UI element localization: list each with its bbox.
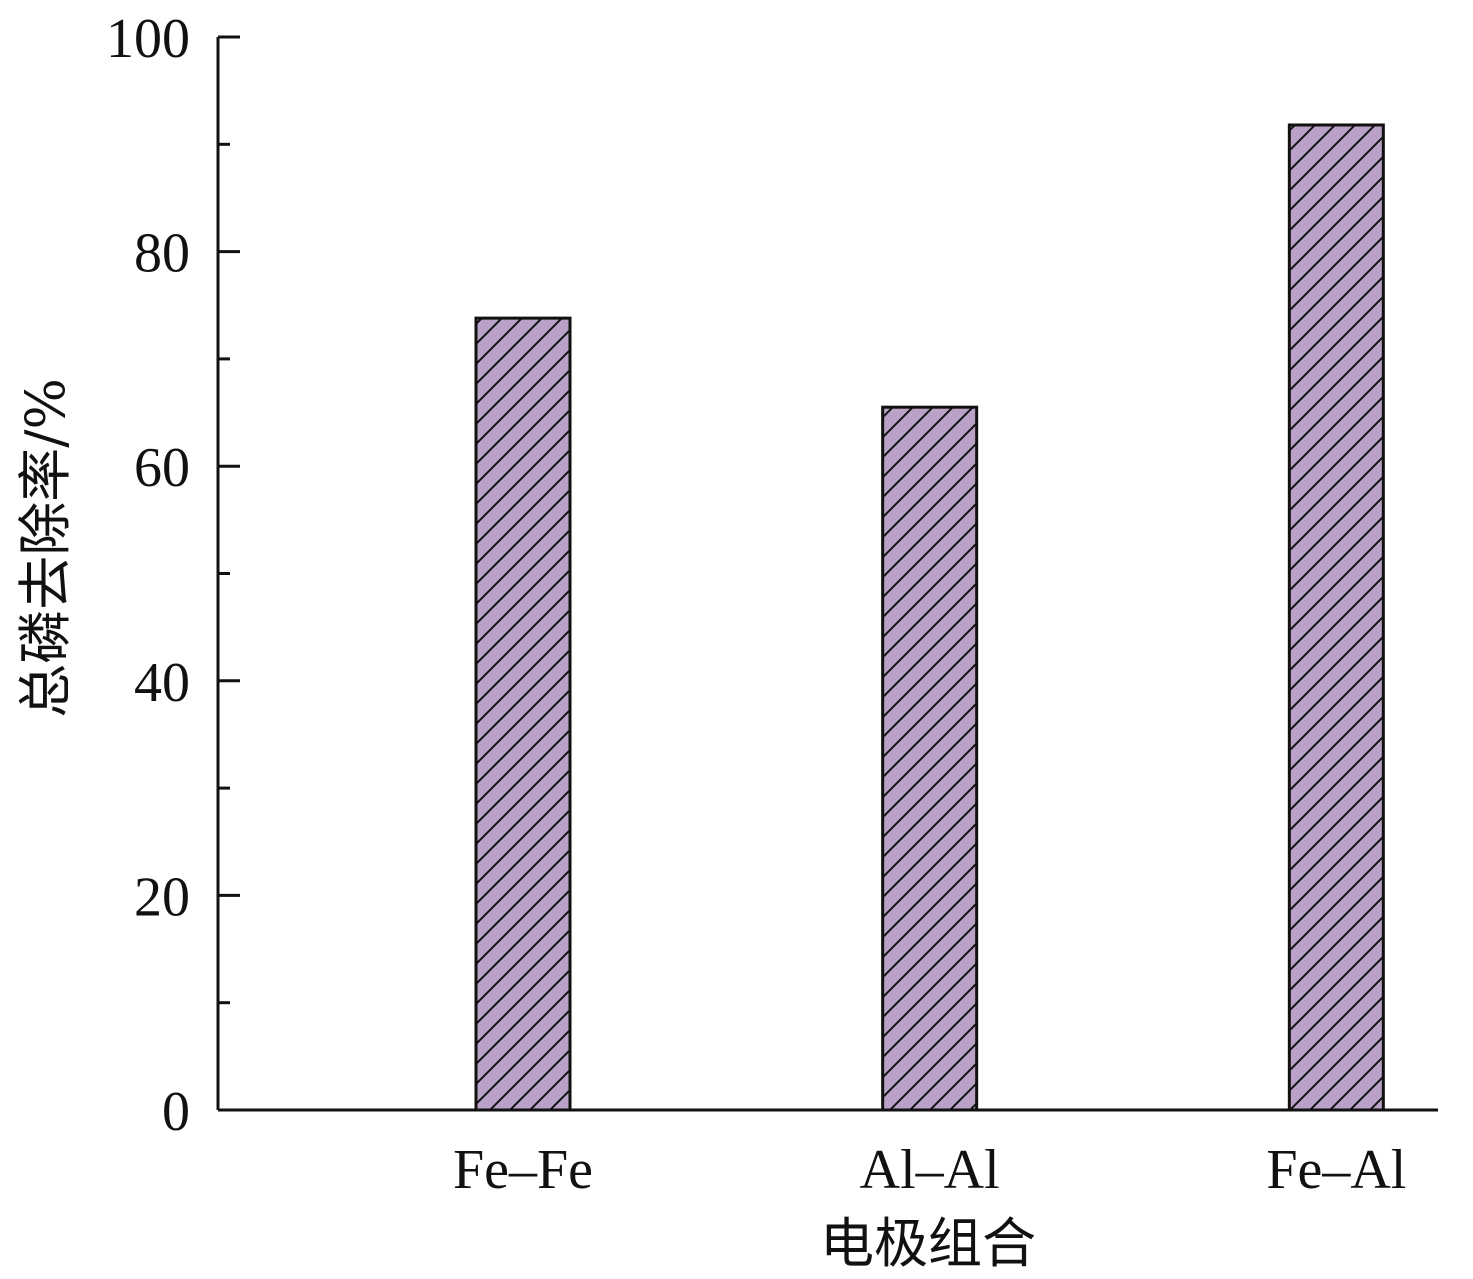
x-axis-tick-labels: Fe–Fe Al–Al Fe–Al [453, 1139, 1406, 1201]
y-tick-label: 20 [134, 866, 190, 928]
x-tick-label: Fe–Fe [453, 1139, 593, 1201]
y-tick-label: 60 [134, 437, 190, 499]
y-axis-ticks: 0 20 40 60 80 100 [106, 8, 240, 1143]
bar-2 [881, 405, 979, 1112]
bars [474, 123, 1385, 1112]
x-tick-label: Al–Al [860, 1139, 1000, 1201]
x-axis-title: 电极组合 [820, 1212, 1036, 1275]
y-tick-label: 0 [162, 1081, 190, 1143]
y-tick-label: 80 [134, 223, 190, 285]
y-axis-title: 总磷去除率/% [14, 378, 77, 718]
bar-1 [474, 316, 572, 1112]
bar-3 [1287, 123, 1385, 1112]
y-tick-label: 40 [134, 652, 190, 714]
y-tick-label: 100 [106, 8, 190, 70]
x-tick-label: Fe–Al [1266, 1139, 1406, 1201]
axes [216, 37, 1438, 1112]
